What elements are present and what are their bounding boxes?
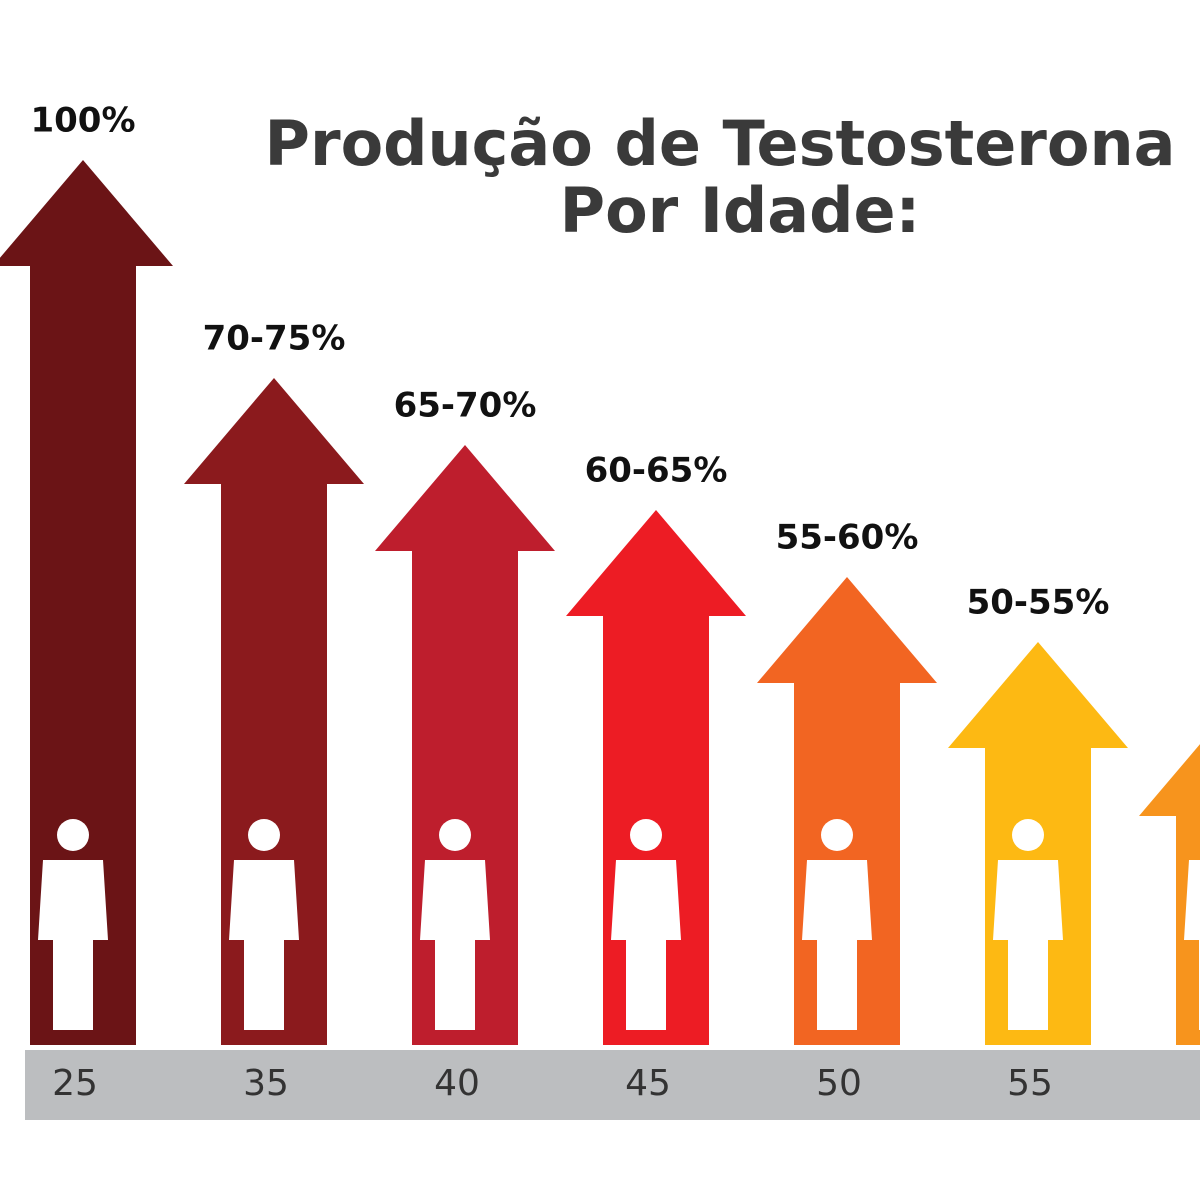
- value-label: 65-70%: [394, 386, 537, 426]
- value-label: 70-75%: [203, 319, 346, 359]
- value-label: 100%: [30, 101, 135, 141]
- figure-body: [802, 860, 872, 1030]
- figure-body: [993, 860, 1063, 1030]
- arrow: [1139, 744, 1200, 1045]
- figure-head: [439, 819, 471, 851]
- value-label: 55-60%: [776, 518, 919, 558]
- figure-body: [229, 860, 299, 1030]
- figure-head: [248, 819, 280, 851]
- figure-body: [38, 860, 108, 1030]
- age-bar: [25, 1050, 1200, 1120]
- age-label: 45: [625, 1063, 671, 1104]
- arrow: [375, 445, 555, 1045]
- age-label: 55: [1007, 1063, 1053, 1104]
- value-label: 60-65%: [585, 451, 728, 491]
- age-label: 25: [52, 1063, 98, 1104]
- age-label: 35: [243, 1063, 289, 1104]
- arrow: [566, 510, 746, 1045]
- arrow: [0, 160, 173, 1045]
- age-label: 50: [816, 1063, 862, 1104]
- figure-head: [57, 819, 89, 851]
- figure-head: [630, 819, 662, 851]
- title: Produção de Testosterona: [265, 107, 1176, 180]
- arrow: [184, 378, 364, 1045]
- age-label: 40: [434, 1063, 480, 1104]
- figure-body: [420, 860, 490, 1030]
- figure-body: [611, 860, 681, 1030]
- figure-body: [1184, 860, 1200, 1030]
- figure-head: [1012, 819, 1044, 851]
- arrow: [757, 577, 937, 1045]
- title: Por Idade:: [560, 174, 921, 247]
- value-label: 50-55%: [967, 583, 1110, 623]
- figure-head: [821, 819, 853, 851]
